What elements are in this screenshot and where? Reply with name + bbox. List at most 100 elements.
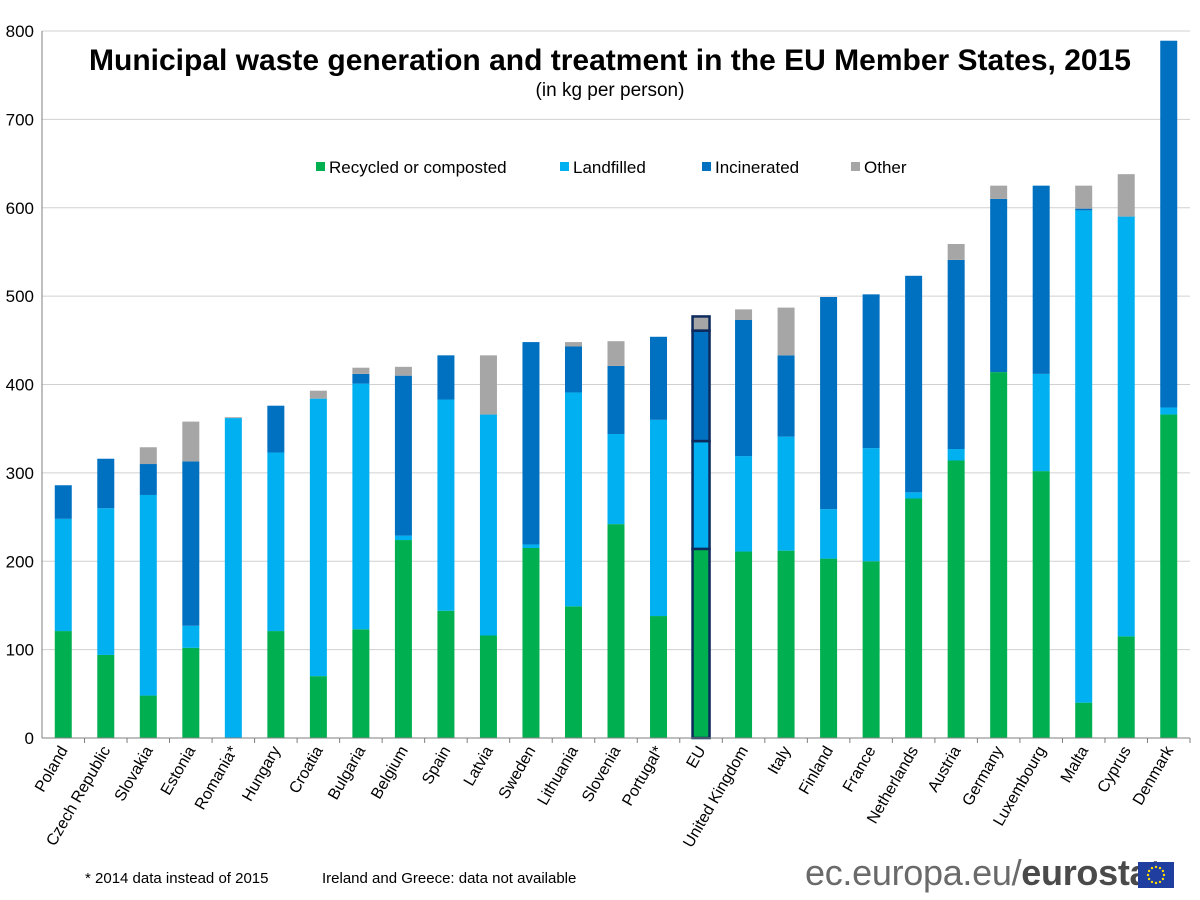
legend: Recycled or composted Landfilled Incinerat…: [316, 158, 907, 177]
x-tick-label: Estonia: [158, 743, 199, 798]
bar-segment: [947, 460, 965, 738]
x-tick-label: Denmark: [1130, 743, 1178, 809]
y-tick-label: 0: [25, 729, 34, 748]
bar-segment: [522, 342, 540, 545]
bar-segment: [1117, 174, 1135, 217]
flag-star-icon: [1147, 869, 1151, 873]
bar-segment: [182, 647, 200, 738]
bar-segment: [97, 458, 115, 509]
bar-segment: [139, 447, 157, 465]
bar-segment: [522, 544, 540, 548]
y-tick-label: 400: [6, 376, 34, 395]
bar-segment: [607, 341, 625, 366]
bar-segment: [1075, 208, 1093, 211]
bar-segment: [309, 390, 327, 399]
bar-segment: [224, 418, 242, 738]
bar-segment: [735, 309, 753, 320]
bar-segment: [905, 492, 923, 499]
flag-star-icon: [1161, 869, 1165, 873]
bar-segment: [54, 631, 72, 738]
x-tick-label: Germany: [960, 744, 1008, 809]
bar-segment: [735, 456, 753, 552]
bar-segment: [394, 375, 412, 536]
bar-segment: [352, 383, 370, 630]
bar-segment: [437, 399, 455, 611]
bar-segment: [990, 185, 1008, 199]
x-tick-label: Poland: [32, 744, 72, 796]
bar-segment: [182, 461, 200, 626]
bar-segment: [309, 676, 327, 738]
bar-segment: [437, 610, 455, 738]
bar-segment: [564, 606, 582, 738]
bar-segment: [479, 635, 497, 738]
bar-segment: [777, 307, 795, 356]
bar-segment: [1032, 185, 1050, 374]
legend-swatch: [560, 162, 569, 171]
x-tick-label: Sweden: [496, 744, 540, 803]
bar-segment: [607, 365, 625, 434]
bar-segment: [1032, 471, 1050, 738]
bar-segment: [1117, 636, 1135, 738]
bar-segment: [691, 547, 711, 740]
legend-label: Recycled or composted: [329, 158, 507, 177]
x-tick-label: Belgium: [368, 744, 412, 803]
eurostat-brand[interactable]: ec.europa.eu/eurostat: [805, 852, 1161, 894]
bar-segment: [691, 315, 711, 332]
flag-star-icon: [1146, 873, 1150, 877]
y-tick-label: 800: [6, 22, 34, 41]
bar-segment: [1160, 407, 1178, 415]
flag-star-icon: [1162, 873, 1166, 877]
flag-star-icon: [1147, 877, 1151, 881]
y-tick-label: 300: [6, 464, 34, 483]
bar-segment: [564, 342, 582, 347]
x-tick-label: Cyprus: [1095, 744, 1135, 796]
bar-segment: [947, 243, 965, 260]
flag-star-icon: [1150, 880, 1154, 884]
bar-segment: [820, 558, 838, 738]
bar-segment: [777, 550, 795, 738]
bar-segment: [479, 355, 497, 415]
bar-segment: [394, 366, 412, 376]
bar-segment: [1075, 210, 1093, 703]
bar-segment: [735, 319, 753, 457]
bar-segment: [691, 329, 711, 443]
x-tick-label: Finland: [796, 744, 837, 798]
chart-subtitle: (in kg per person): [536, 80, 685, 101]
y-tick-label: 100: [6, 641, 34, 660]
bar-segment: [607, 524, 625, 738]
bar-segment: [182, 625, 200, 648]
bar-segment: [564, 346, 582, 393]
bar-segment: [607, 433, 625, 525]
bar-segment: [522, 547, 540, 738]
x-tick-label: Slovakia: [112, 743, 157, 804]
bar-segment: [394, 535, 412, 541]
bar-segment: [267, 631, 285, 738]
x-tick-label: Austria: [925, 743, 965, 795]
bar-segment: [862, 294, 880, 449]
bar-segment: [777, 355, 795, 437]
bar-segment: [1075, 185, 1093, 209]
bar-segment: [139, 494, 157, 696]
bars: [54, 40, 1178, 740]
brand-domain: ec.europa.eu/: [805, 852, 1022, 893]
legend-swatch: [702, 162, 711, 171]
flag-star-icon: [1161, 877, 1165, 881]
bar-segment: [862, 561, 880, 738]
bar-segment: [309, 398, 327, 677]
legend-label: Incinerated: [715, 158, 799, 177]
bar-segment: [352, 367, 370, 374]
flag-star-icon: [1158, 866, 1162, 870]
bar-segment: [820, 297, 838, 510]
bar-segment: [97, 654, 115, 738]
x-tick-label: Lithuania: [535, 743, 582, 808]
bar-segment: [990, 372, 1008, 738]
bar-segment: [224, 417, 242, 419]
y-tick-label: 600: [6, 199, 34, 218]
bar-segment: [1075, 702, 1093, 738]
x-tick-label: Slovenia: [579, 743, 624, 805]
x-tick-label: Portugal*: [619, 744, 667, 810]
bar-segment: [139, 464, 157, 495]
bar-segment: [691, 439, 711, 551]
x-tick-label: Spain: [419, 744, 454, 788]
